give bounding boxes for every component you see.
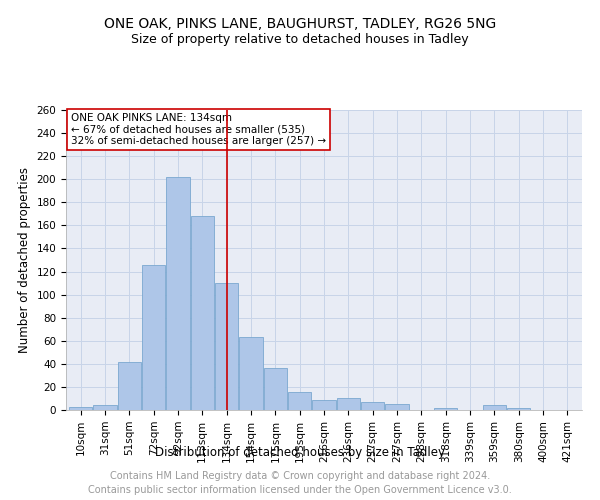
Bar (239, 338, 263, 410)
Bar (507, 408, 530, 410)
Text: Contains HM Land Registry data © Crown copyright and database right 2024.
Contai: Contains HM Land Registry data © Crown c… (88, 471, 512, 495)
Bar (215, 283, 238, 410)
Bar (118, 362, 141, 410)
Bar (385, 404, 409, 410)
Text: Size of property relative to detached houses in Tadley: Size of property relative to detached ho… (131, 32, 469, 46)
Bar (288, 392, 311, 410)
Bar (94, 406, 116, 410)
Text: ONE OAK PINKS LANE: 134sqm
← 67% of detached houses are smaller (535)
32% of sem: ONE OAK PINKS LANE: 134sqm ← 67% of deta… (71, 113, 326, 146)
Bar (191, 216, 214, 410)
Bar (142, 264, 165, 410)
Bar (434, 408, 457, 410)
Text: ONE OAK, PINKS LANE, BAUGHURST, TADLEY, RG26 5NG: ONE OAK, PINKS LANE, BAUGHURST, TADLEY, … (104, 18, 496, 32)
Bar (69, 406, 92, 410)
Bar (337, 398, 360, 410)
Y-axis label: Number of detached properties: Number of detached properties (18, 167, 31, 353)
Bar (166, 177, 190, 410)
Bar (361, 402, 384, 410)
Bar (313, 400, 335, 410)
Text: Distribution of detached houses by size in Tadley: Distribution of detached houses by size … (155, 446, 445, 459)
Bar (483, 406, 506, 410)
Bar (264, 368, 287, 410)
